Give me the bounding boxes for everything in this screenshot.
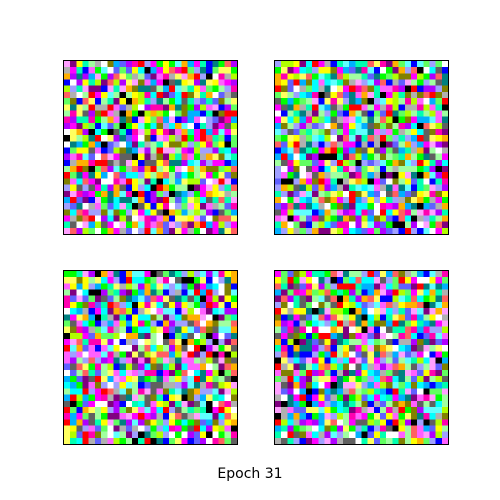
noise-grid-bottom-left xyxy=(64,271,237,444)
sample-image-top-right xyxy=(274,60,449,235)
sample-image-bottom-right xyxy=(274,270,449,445)
sample-image-bottom-left xyxy=(63,270,238,445)
noise-grid-top-left xyxy=(64,61,237,234)
noise-grid-bottom-right xyxy=(275,271,448,444)
epoch-caption: Epoch 31 xyxy=(217,466,283,482)
sample-image-top-left xyxy=(63,60,238,235)
noise-grid-top-right xyxy=(275,61,448,234)
